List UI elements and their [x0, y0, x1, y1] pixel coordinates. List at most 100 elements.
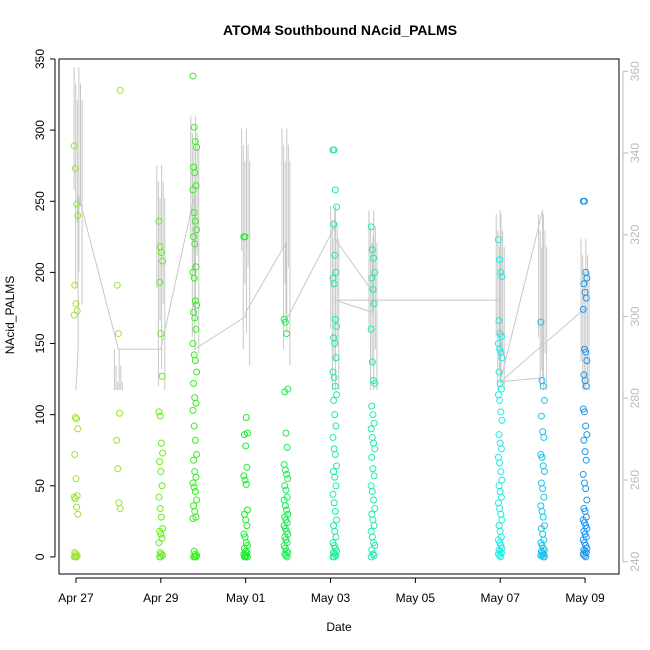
data-point: [537, 479, 545, 487]
data-point: [283, 330, 291, 338]
data-point: [580, 436, 588, 444]
data-point: [280, 460, 288, 468]
data-point: [496, 505, 504, 513]
data-point: [333, 322, 341, 330]
data-point: [281, 318, 289, 326]
x-axis-label: Date: [326, 620, 352, 634]
data-point: [242, 516, 250, 524]
y-tick-label: 200: [33, 262, 47, 282]
data-point: [538, 507, 546, 515]
data-point: [193, 450, 201, 458]
data-point: [371, 445, 379, 453]
data-point: [331, 473, 339, 481]
data-point: [157, 468, 165, 476]
data-point: [581, 448, 589, 456]
data-point: [240, 472, 248, 480]
data-point: [191, 436, 199, 444]
data-point: [190, 456, 198, 464]
data-point: [281, 388, 289, 396]
data-point: [494, 499, 502, 507]
data-point: [192, 399, 200, 407]
data-point: [539, 530, 547, 538]
data-point: [193, 143, 201, 151]
data-point: [189, 479, 197, 487]
data-point: [282, 429, 290, 437]
data-point: [157, 439, 165, 447]
data-point: [190, 209, 198, 217]
data-point: [190, 422, 198, 430]
data-point: [190, 502, 198, 510]
x-tick-label: Apr 27: [58, 591, 94, 605]
data-point: [155, 493, 163, 501]
data-point: [368, 358, 376, 366]
data-point: [332, 354, 340, 362]
data-point: [155, 217, 163, 225]
data-point: [155, 408, 163, 416]
x-tick-label: May 01: [226, 591, 266, 605]
data-point: [582, 382, 590, 390]
y2-tick-label: 280: [628, 388, 642, 408]
data-point: [580, 479, 588, 487]
data-point: [157, 553, 165, 561]
data-point: [331, 186, 339, 194]
data-point: [539, 428, 547, 436]
data-point: [331, 507, 339, 515]
data-point: [369, 411, 377, 419]
data-point: [498, 516, 506, 524]
x-tick-label: Apr 29: [143, 591, 179, 605]
data-point: [371, 379, 379, 387]
data-point: [370, 496, 378, 504]
data-point: [368, 533, 376, 541]
data-point: [115, 499, 123, 507]
data-point: [190, 351, 198, 359]
x-tick-label: May 07: [481, 591, 521, 605]
data-point: [367, 223, 375, 231]
data-point: [494, 453, 502, 461]
data-point: [191, 357, 199, 365]
data-point: [116, 409, 124, 417]
data-point: [497, 445, 505, 453]
data-point: [540, 468, 548, 476]
data-point: [157, 530, 165, 538]
y2-tick-label: 340: [628, 143, 642, 163]
data-point: [159, 257, 167, 265]
data-point: [281, 502, 289, 510]
data-point: [114, 330, 122, 338]
data-point: [159, 449, 167, 457]
data-point: [193, 496, 201, 504]
data-point: [73, 553, 81, 561]
data-point: [242, 442, 250, 450]
data-point: [331, 315, 339, 323]
data-point: [496, 459, 504, 467]
data-point: [496, 487, 504, 495]
y2-tick-label: 320: [628, 224, 642, 244]
secondary-series: [73, 67, 590, 391]
data-point: [579, 470, 587, 478]
data-point: [71, 495, 79, 503]
data-point: [192, 473, 200, 481]
data-point: [192, 263, 200, 271]
data-point: [156, 505, 164, 513]
data-point: [330, 553, 338, 561]
data-point: [583, 357, 591, 365]
data-point: [283, 553, 291, 561]
data-point: [330, 522, 338, 530]
data-point: [243, 463, 251, 471]
data-point: [240, 431, 248, 439]
data-point: [330, 220, 338, 228]
data-point: [113, 436, 121, 444]
data-point: [330, 146, 338, 154]
secondary-y-axis: 240 260 280 300 320 340 360: [622, 61, 642, 572]
data-point: [497, 553, 505, 561]
data-point: [368, 453, 376, 461]
data-point: [369, 465, 377, 473]
data-point: [189, 72, 197, 80]
data-point: [497, 468, 505, 476]
data-point: [537, 412, 545, 420]
data-point: [332, 422, 340, 430]
data-point: [332, 533, 340, 541]
data-point: [498, 354, 506, 362]
data-point: [72, 300, 80, 308]
data-point: [371, 505, 379, 513]
